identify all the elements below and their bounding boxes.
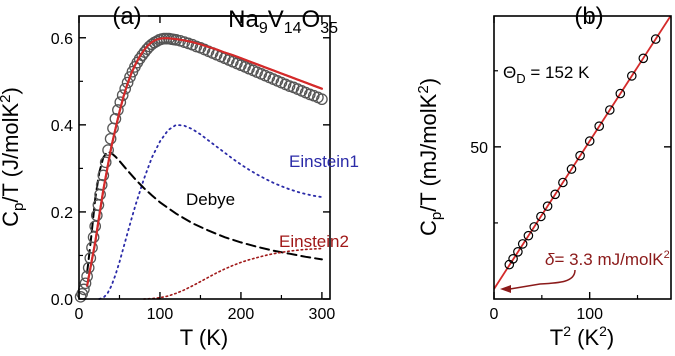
title-sub-14: 14 [284, 20, 302, 37]
panel-a-curves [86, 37, 323, 300]
panel-a-label: (a) [112, 3, 141, 30]
x-tick-label: 100 [576, 306, 603, 323]
data-point [542, 201, 553, 211]
ylabel-b-end: ) [416, 78, 441, 85]
data-point [109, 112, 122, 125]
panel-b-x-axis-label: T2 (K2) [550, 323, 615, 350]
title-sub-9: 9 [259, 20, 268, 37]
data-point [558, 177, 568, 188]
data-point [615, 88, 626, 99]
y-tick-label: 0.2 [51, 205, 73, 222]
delta-symbol: δ [545, 250, 555, 269]
debye-curve [86, 150, 323, 274]
data-point [594, 121, 604, 131]
y-tick-label: 0.0 [51, 292, 73, 309]
data-point [575, 150, 585, 161]
panel-b-axes-frame [493, 15, 672, 300]
x-tick-label: 200 [228, 306, 255, 323]
data-point [121, 76, 134, 89]
data-point [638, 53, 649, 64]
delta-arrow-head [500, 285, 511, 293]
panel-a-ticks: 0 100 200 300 0.0 0.2 0.4 0.6 [51, 16, 336, 323]
data-point [124, 71, 136, 83]
panel-b-data-points [504, 34, 661, 270]
xlabel-end: ) [607, 325, 614, 350]
panel-a-data-points [74, 32, 328, 303]
theta-symbol: Θ [503, 63, 516, 82]
xlabel-t: T [550, 325, 563, 350]
debye-label: Debye [186, 190, 235, 209]
theta-d-annotation: ΘD = 152 K [503, 63, 590, 86]
ylabel-b-sup-2: 2 [415, 85, 432, 93]
delta-annotation: δ= 3.3 mJ/molK2 [545, 249, 670, 269]
ylabel-sub-p: p [10, 203, 27, 211]
data-point [550, 189, 560, 200]
einstein2-label: Einstein2 [279, 232, 349, 251]
data-point [97, 169, 110, 182]
panel-a-x-axis-label: T (K) [180, 325, 228, 350]
x-tick-label: 0 [75, 306, 84, 323]
title-element-o: O [302, 6, 321, 33]
data-point [529, 222, 539, 232]
delta-value: = 3.3 mJ/molK [554, 250, 664, 269]
title-sub-35: 35 [320, 20, 338, 37]
einstein1-label: Einstein1 [289, 152, 359, 171]
panel-a: 0 100 200 300 0.0 0.2 0.4 0.6 (a) Na9V14O35 Ein… [0, 3, 359, 350]
ylabel-c: C [0, 211, 23, 227]
data-point [566, 164, 577, 174]
ylabel-b-c: C [416, 220, 441, 236]
einstein2-curve [143, 247, 323, 300]
delta-annotation-arrow [509, 269, 576, 290]
y-tick-label: 0.6 [51, 31, 73, 48]
panel-a-y-axis-label: Cp/T (J/molK2) [0, 87, 27, 227]
data-point [536, 211, 546, 222]
data-point [316, 93, 328, 106]
ylabel-b-rest: /T (mJ/molK [416, 93, 441, 211]
xlabel-sup-2: 2 [563, 323, 571, 339]
x-tick-label: 100 [147, 306, 174, 323]
theta-sub-d: D [516, 71, 525, 86]
data-point [584, 136, 595, 146]
y-tick-label: 0.4 [51, 118, 73, 135]
panel-b-ticks: 0 100 50 [470, 16, 671, 323]
data-point [650, 34, 661, 44]
title-element-v: V [268, 6, 284, 33]
data-point [87, 231, 100, 244]
fit-curve-overlay [86, 37, 323, 287]
xlabel-k: (K [571, 325, 599, 350]
data-point [604, 105, 615, 115]
panel-a-title: Na9V14O35 [228, 6, 338, 37]
data-point [79, 277, 92, 290]
data-point [523, 230, 534, 241]
einstein1-curve [98, 123, 323, 300]
data-point [89, 220, 102, 233]
x-tick-label: 300 [309, 306, 336, 323]
theta-value: = 152 K [526, 63, 590, 82]
ylabel-end: ) [0, 87, 23, 94]
data-point [102, 144, 114, 156]
x-tick-label: 0 [490, 306, 499, 323]
panel-b-y-axis-label: Cp/T (mJ/molK2) [415, 78, 445, 236]
ylabel-sup-2: 2 [0, 94, 14, 102]
delta-sup-2: 2 [664, 249, 670, 261]
data-point [99, 156, 112, 169]
ylabel-b-sub-p: p [428, 212, 445, 220]
data-point [517, 239, 528, 249]
xlabel-sup2-2: 2 [599, 323, 607, 339]
panel-b-label: (b) [574, 3, 603, 30]
y-tick-label: 50 [470, 140, 488, 157]
title-element-na: Na [228, 6, 259, 33]
data-point [513, 247, 523, 257]
data-point [508, 253, 518, 264]
data-point [626, 71, 637, 81]
ylabel-rest: /T (J/molK [0, 102, 23, 202]
